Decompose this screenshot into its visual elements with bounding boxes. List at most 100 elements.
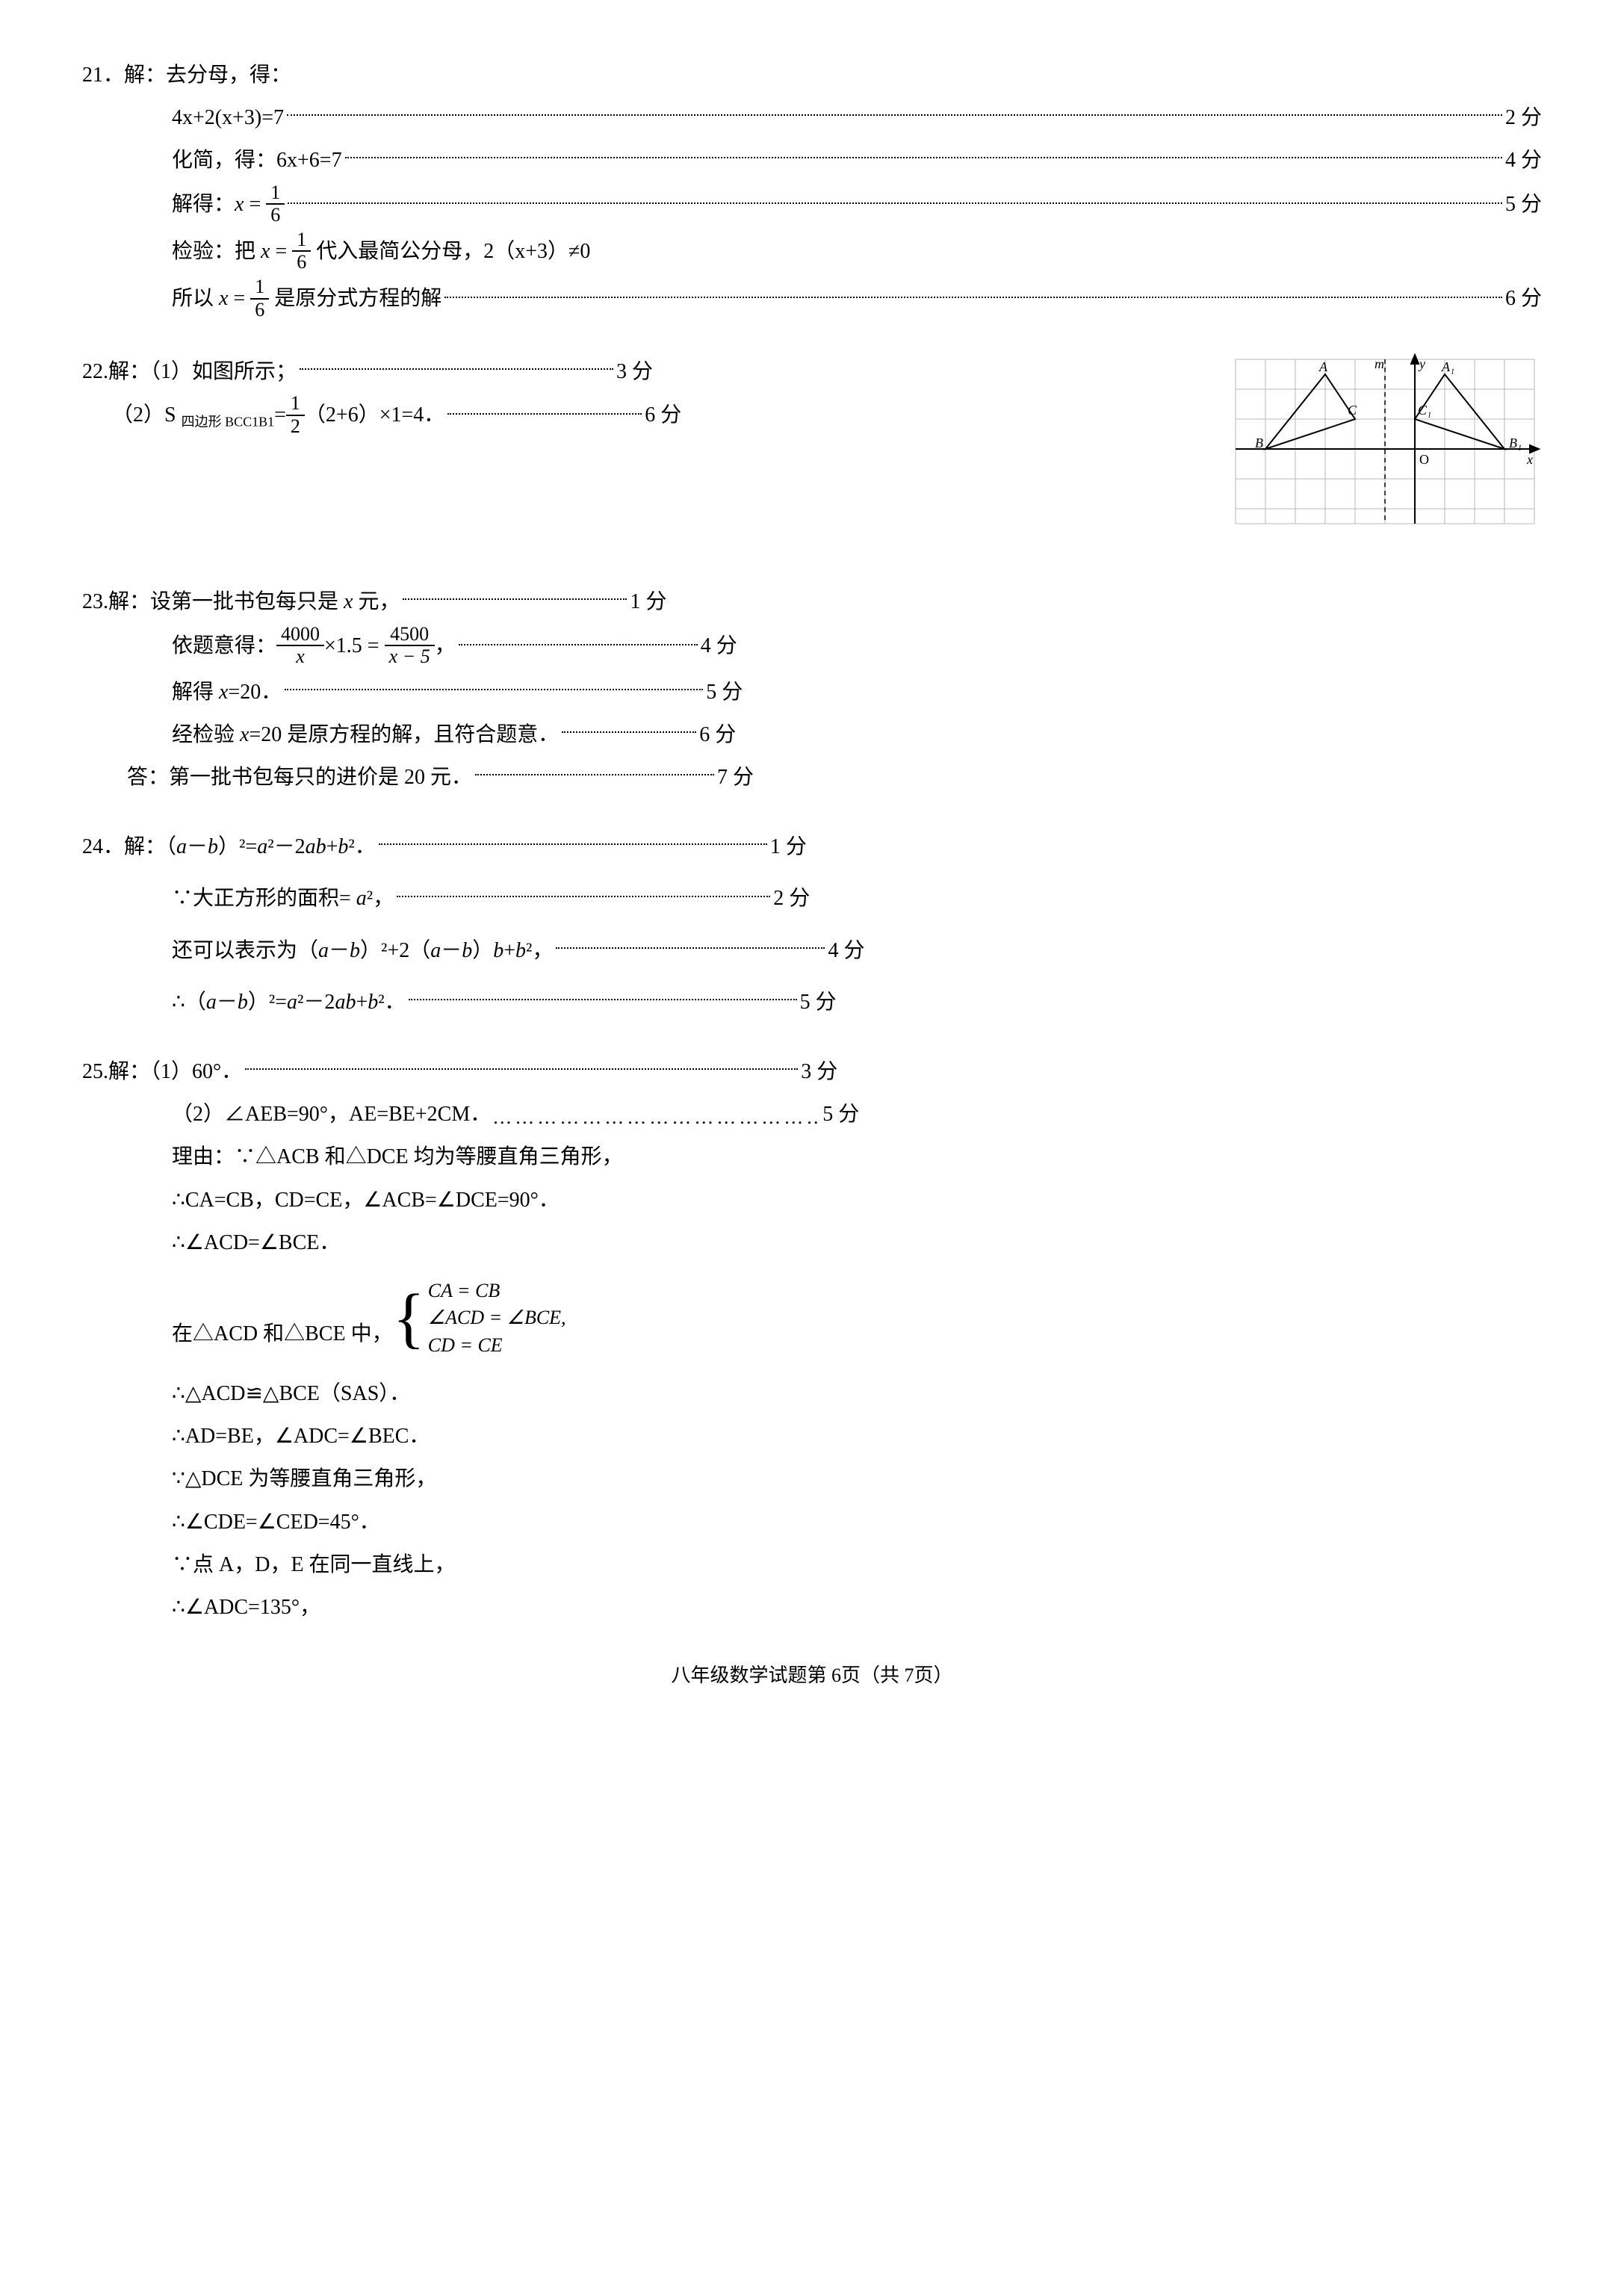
dots	[447, 412, 642, 415]
p25-line2: （2）∠AEB=90°，AE=BE+2CM． ………………………………………… …	[82, 1094, 1542, 1134]
label-m: m	[1374, 356, 1384, 371]
p23-l4-points: 6 分	[699, 715, 736, 755]
p25-line10: ∴∠CDE=∠CED=45°．	[82, 1502, 1542, 1542]
p25-line11: ∵点 A，D，E 在同一直线上，	[82, 1545, 1542, 1585]
problem-23: 23.解：设第一批书包每只是 x 元， 1 分 依题意得：4000x×1.5 =…	[82, 582, 1542, 797]
p25-l6-text: 在△ACD 和△BCE 中，	[172, 1314, 393, 1354]
label-B: B	[1255, 436, 1263, 450]
p25-line1: 25.解：（1）60°． 3 分	[82, 1052, 1542, 1091]
coordinate-diagram: m y x O A A₁ B B₁ C C₁	[1228, 352, 1542, 545]
p23-line4: 经检验 x=20 是原方程的解，且符合题意． 6 分	[82, 715, 1542, 755]
p25-l2-points: 5 分	[822, 1094, 859, 1134]
problem-21: 21．解：去分母，得： 4x+2(x+3)=7 2 分 化简，得：6x+6=7 …	[82, 55, 1542, 322]
p25-l11-text: ∵点 A，D，E 在同一直线上，	[172, 1545, 456, 1585]
p21-line4: 检验：把 x = 16 代入最简公分母，2（x+3）≠0	[82, 231, 1542, 275]
p23-l2-text: 依题意得：4000x×1.5 = 4500x − 5，	[172, 625, 456, 669]
p25-line9: ∵△DCE 为等腰直角三角形，	[82, 1459, 1542, 1499]
brace-line-2: ∠ACD = ∠BCE,	[428, 1304, 566, 1331]
p25-l2-text: （2）∠AEB=90°，AE=BE+2CM．	[172, 1094, 491, 1134]
label-x: x	[1526, 452, 1533, 467]
p21-line5: 所以 x = 16 是原分式方程的解 6 分	[82, 278, 1542, 322]
p24-l3-text: 还可以表示为（a－b）²+2（a－b）b+b²，	[172, 931, 553, 970]
p25-line12: ∴∠ADC=135°，	[82, 1588, 1542, 1627]
p25-line3: 理由：∵△ACB 和△DCE 均为等腰直角三角形，	[82, 1137, 1542, 1177]
p25-line5: ∴∠ACD=∠BCE．	[82, 1223, 1542, 1263]
p22-l2-points: 6 分	[645, 395, 681, 435]
p24-l1-points: 1 分	[770, 827, 807, 867]
p24-line1: 24．解：（a－b）²=a²－2ab+b²． 1 分	[82, 827, 1542, 867]
dots	[409, 998, 797, 1000]
p21-line3: 解得：x = 16 5 分	[82, 184, 1542, 228]
p25-l12-text: ∴∠ADC=135°，	[172, 1588, 320, 1627]
p21-l1-text: 4x+2(x+3)=7	[172, 98, 284, 137]
p25-l4-text: ∴CA=CB，CD=CE，∠ACB=∠DCE=90°．	[172, 1180, 560, 1220]
p22-line1: 22.解：（1）如图所示； 3 分	[82, 352, 1213, 391]
p23-l5-text: 答：第一批书包每只的进价是 20 元．	[127, 758, 472, 797]
p23-line5: 答：第一批书包每只的进价是 20 元． 7 分	[82, 758, 1542, 797]
label-y: y	[1418, 356, 1425, 371]
dots	[300, 368, 613, 370]
dots	[403, 598, 627, 600]
p25-line4: ∴CA=CB，CD=CE，∠ACB=∠DCE=90°．	[82, 1180, 1542, 1220]
p25-line7: ∴△ACD≌△BCE（SAS）．	[82, 1374, 1542, 1413]
brace-system: { CA = CB ∠ACD = ∠BCE, CD = CE	[393, 1277, 566, 1359]
dots	[285, 688, 703, 690]
p25-l9-text: ∵△DCE 为等腰直角三角形，	[172, 1459, 436, 1499]
p21-l4-text: 检验：把 x = 16 代入最简公分母，2（x+3）≠0	[172, 231, 590, 275]
left-brace-icon: {	[393, 1288, 425, 1348]
brace-line-3: CD = CE	[428, 1332, 566, 1359]
p24-l4-text: ∴（a－b）²=a²－2ab+b²．	[172, 982, 406, 1022]
p23-l1-points: 1 分	[630, 582, 666, 622]
p25-l1-points: 3 分	[801, 1052, 837, 1091]
p22-l2-text: （2）S 四边形 BCC1B1=12（2+6）×1=4．	[112, 394, 444, 439]
p24-l2-points: 2 分	[773, 879, 810, 918]
p21-head: 21．解：去分母，得：	[82, 55, 1542, 95]
dots	[459, 643, 698, 645]
p21-l3-text: 解得：x = 16	[172, 184, 285, 228]
problem-24: 24．解：（a－b）²=a²－2ab+b²． 1 分 ∵大正方形的面积= a²，…	[82, 827, 1542, 1022]
p21-l1-points: 2 分	[1505, 98, 1542, 137]
p21-line2: 化简，得：6x+6=7 4 分	[82, 140, 1542, 180]
p21-l2-points: 4 分	[1505, 140, 1542, 180]
dots	[562, 731, 696, 733]
p22-l1-text: 22.解：（1）如图所示；	[82, 352, 297, 391]
p21-l2-text: 化简，得：6x+6=7	[172, 140, 342, 180]
p25-l3-text: 理由：∵△ACB 和△DCE 均为等腰直角三角形，	[172, 1137, 623, 1177]
dots	[379, 843, 767, 845]
p23-line1: 23.解：设第一批书包每只是 x 元， 1 分	[82, 582, 1542, 622]
brace-line-1: CA = CB	[428, 1277, 566, 1304]
dots	[475, 773, 714, 775]
underline-dots: …………………………………………	[492, 1099, 821, 1136]
p25-l5-text: ∴∠ACD=∠BCE．	[172, 1223, 340, 1263]
p22-l1-points: 3 分	[616, 352, 653, 391]
problem-25: 25.解：（1）60°． 3 分 （2）∠AEB=90°，AE=BE+2CM． …	[82, 1052, 1542, 1627]
label-C1: C₁	[1418, 403, 1431, 418]
p23-line2: 依题意得：4000x×1.5 = 4500x − 5， 4 分	[82, 625, 1542, 669]
p25-l1-text: 25.解：（1）60°．	[82, 1052, 242, 1091]
dots	[345, 156, 1502, 158]
p25-line6: 在△ACD 和△BCE 中， { CA = CB ∠ACD = ∠BCE, CD…	[82, 1277, 1542, 1359]
p23-line3: 解得 x=20． 5 分	[82, 672, 1542, 712]
p23-l5-points: 7 分	[717, 758, 754, 797]
label-A: A	[1318, 359, 1328, 374]
p24-line4: ∴（a－b）²=a²－2ab+b²． 5 分	[82, 982, 1542, 1022]
p21-line1: 4x+2(x+3)=7 2 分	[82, 98, 1542, 137]
dots	[397, 895, 770, 897]
label-C: C	[1348, 403, 1357, 418]
p25-line8: ∴AD=BE，∠ADC=∠BEC．	[82, 1416, 1542, 1456]
dots	[556, 947, 825, 949]
p24-l2-text: ∵大正方形的面积= a²，	[172, 879, 394, 918]
p23-l1-text: 23.解：设第一批书包每只是 x 元，	[82, 582, 400, 622]
p23-l3-points: 5 分	[706, 672, 743, 712]
dots	[245, 1068, 798, 1070]
p23-l3-text: 解得 x=20．	[172, 672, 282, 712]
p24-l3-points: 4 分	[828, 931, 864, 970]
label-A1: A₁	[1441, 359, 1454, 374]
p24-l4-points: 5 分	[800, 982, 837, 1022]
label-B1: B₁	[1509, 436, 1522, 450]
p25-l10-text: ∴∠CDE=∠CED=45°．	[172, 1502, 380, 1542]
p23-l4-text: 经检验 x=20 是原方程的解，且符合题意．	[172, 715, 559, 755]
p24-line2: ∵大正方形的面积= a²， 2 分	[82, 879, 1542, 918]
p22-line2: （2）S 四边形 BCC1B1=12（2+6）×1=4． 6 分	[82, 394, 1213, 439]
problem-22: m y x O A A₁ B B₁ C C₁ 22.解：（1）如图所示； 3 分…	[82, 352, 1542, 552]
